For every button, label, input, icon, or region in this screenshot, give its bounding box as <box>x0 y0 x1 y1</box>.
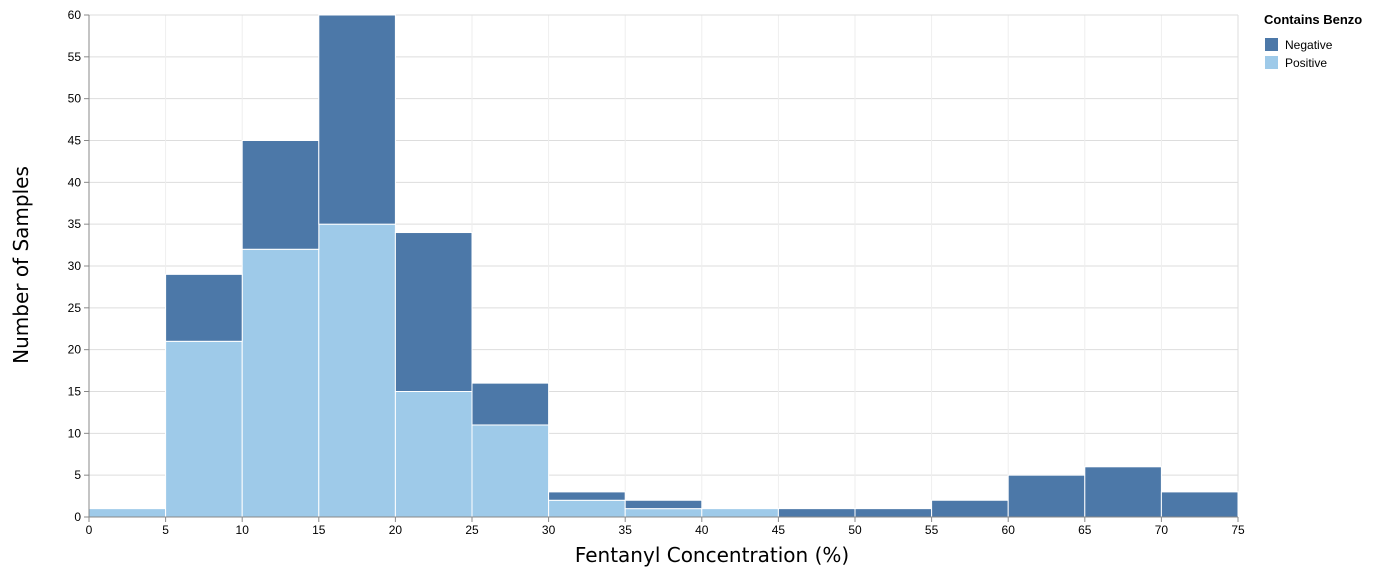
bar-positive <box>88 508 167 518</box>
bar-negative <box>471 382 550 426</box>
bar-positive <box>471 424 550 518</box>
bar-negative <box>1160 491 1239 518</box>
x-tick-label: 60 <box>1002 523 1016 537</box>
y-axis-title: Number of Samples <box>9 166 33 364</box>
bar-negative <box>931 499 1009 518</box>
bars <box>88 14 1239 518</box>
x-tick-label: 5 <box>162 523 169 537</box>
y-tick-label: 35 <box>68 217 82 231</box>
bar-negative <box>394 232 473 392</box>
bar-negative <box>548 491 626 501</box>
bar-positive <box>318 223 396 518</box>
x-axis-title: Fentanyl Concentration (%) <box>575 543 849 567</box>
x-tick-label: 25 <box>465 523 479 537</box>
bar-negative <box>318 14 396 225</box>
legend-title: Contains Benzo <box>1264 12 1362 27</box>
bar-negative <box>1007 474 1086 518</box>
legend-swatch <box>1265 56 1278 69</box>
x-tick-label: 0 <box>86 523 93 537</box>
legend-label: Negative <box>1285 38 1333 52</box>
x-tick-label: 40 <box>695 523 709 537</box>
y-tick-label: 25 <box>68 301 82 315</box>
y-tick-label: 20 <box>68 343 82 357</box>
x-tick-label: 65 <box>1078 523 1092 537</box>
x-tick-label: 55 <box>925 523 939 537</box>
bar-negative <box>1084 466 1162 518</box>
bar-positive <box>165 340 243 518</box>
bar-negative <box>624 499 703 510</box>
y-tick-label: 10 <box>68 426 82 440</box>
x-tick-label: 20 <box>389 523 403 537</box>
y-tick-label: 45 <box>68 134 82 148</box>
y-tick-label: 50 <box>68 92 82 106</box>
bar-negative <box>777 508 856 518</box>
y-tick-label: 0 <box>74 510 81 524</box>
x-tick-label: 70 <box>1155 523 1169 537</box>
x-tick-label: 30 <box>542 523 556 537</box>
x-tick-label: 75 <box>1231 523 1245 537</box>
bar-positive <box>624 508 703 518</box>
y-tick-label: 30 <box>68 259 82 273</box>
bar-positive <box>701 508 779 518</box>
bar-positive <box>394 391 473 518</box>
bar-negative <box>165 273 243 342</box>
bar-negative <box>854 508 933 518</box>
bar-negative <box>241 140 320 250</box>
y-tick-label: 60 <box>68 8 82 22</box>
axes: 0 5 10 15 20 25 30 35 40 45 50 55 60 0 5 10 15 20 25 30 35 40… <box>68 8 1245 537</box>
legend-label: Positive <box>1285 56 1327 70</box>
bar-positive <box>241 248 320 518</box>
bar-positive <box>548 499 626 518</box>
y-tick-label: 40 <box>68 175 82 189</box>
x-tick-label: 15 <box>312 523 326 537</box>
y-tick-label: 5 <box>74 468 81 482</box>
x-tick-label: 45 <box>772 523 786 537</box>
y-tick-label: 15 <box>68 385 82 399</box>
x-tick-label: 50 <box>848 523 862 537</box>
legend-swatch <box>1265 38 1278 51</box>
x-tick-label: 10 <box>236 523 250 537</box>
legend: Contains Benzo Negative Positive <box>1264 12 1362 70</box>
x-tick-label: 35 <box>619 523 633 537</box>
y-tick-label: 55 <box>68 50 82 64</box>
